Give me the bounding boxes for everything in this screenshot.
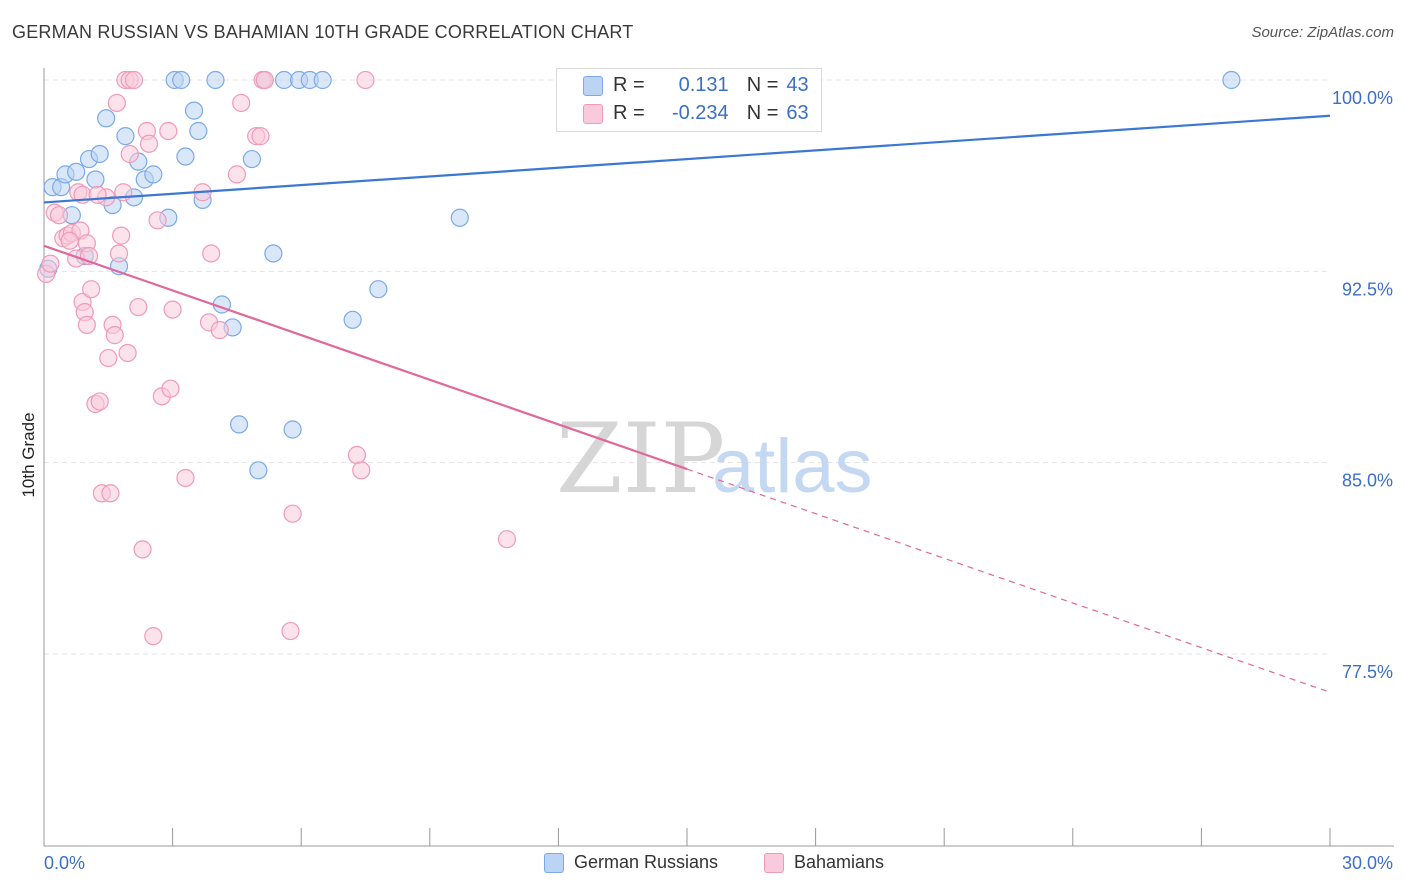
data-point-german-russian	[206, 70, 225, 90]
legend-label: German Russians	[574, 852, 719, 872]
data-point-german-russian	[184, 101, 204, 120]
watermark-zip: ZIP	[556, 403, 725, 515]
data-point-german-russian	[264, 244, 283, 263]
data-point-german-russian	[242, 149, 262, 169]
data-point-german-russian	[144, 165, 163, 184]
r-label: R =	[613, 102, 645, 124]
data-point-bahamian	[105, 326, 124, 345]
data-point-bahamian	[163, 300, 182, 319]
data-point-german-russian	[313, 70, 332, 90]
data-point-bahamian	[41, 254, 60, 273]
legend-swatch-pink	[583, 103, 603, 124]
data-point-bahamian	[88, 185, 107, 204]
legend-item-bahamians: Bahamians	[764, 852, 884, 873]
axis-labels: 100.0% 92.5% 85.0% 77.5% 0.0% 30.0% 10th Grade	[19, 88, 1393, 873]
data-point-bahamian	[251, 127, 270, 146]
legend-label: Bahamians	[794, 852, 885, 872]
y-tick-label: 92.5%	[1342, 279, 1393, 299]
x-tick-label: 0.0%	[44, 853, 85, 873]
data-point-bahamian	[60, 231, 79, 250]
data-point-german-russian	[369, 280, 388, 299]
data-point-german-russian	[450, 208, 469, 227]
data-point-bahamian	[176, 468, 195, 488]
data-point-bahamian	[347, 445, 367, 465]
trend-lines	[43, 114, 1331, 693]
data-point-german-russian	[189, 121, 208, 141]
chart-title: GERMAN RUSSIAN VS BAHAMIAN 10TH GRADE CO…	[12, 22, 634, 42]
data-point-bahamian	[107, 93, 126, 113]
n-value: 43	[786, 74, 809, 96]
trend-line-solid	[43, 114, 1331, 204]
r-value: 0.131	[678, 74, 729, 96]
trend-line-dashed	[686, 468, 1331, 693]
y-tick-label: 85.0%	[1342, 471, 1393, 491]
data-point-bahamian	[352, 461, 371, 480]
data-point-german-russian	[67, 162, 86, 181]
data-point-bahamian	[120, 144, 139, 164]
data-point-bahamian	[109, 244, 129, 263]
data-point-bahamian	[82, 280, 101, 299]
data-point-bahamian	[210, 320, 229, 340]
data-point-bahamian	[124, 70, 144, 90]
data-point-german-russian	[97, 109, 116, 128]
legend-item-german-russians: German Russians	[544, 852, 718, 873]
n-value: 63	[786, 102, 809, 124]
data-point-german-russian	[343, 310, 362, 329]
stats-legend: R = 0.131 N = 43 R = -0.234 N = 63	[556, 68, 822, 132]
data-point-bahamian	[77, 315, 96, 335]
data-point-bahamian	[144, 627, 163, 646]
legend-row-german-russians: R = 0.131 N = 43	[583, 74, 809, 97]
legend-swatch-blue	[544, 852, 564, 873]
y-axis-label: 10th Grade	[19, 412, 38, 497]
source-label: Source: ZipAtlas.com	[1251, 24, 1394, 41]
data-point-bahamian	[99, 348, 118, 368]
r-value: -0.234	[671, 102, 729, 124]
data-point-bahamian	[227, 165, 246, 184]
data-point-german-russian	[176, 147, 195, 166]
data-point-german-russian	[172, 70, 191, 90]
data-point-bahamian	[90, 392, 109, 411]
data-point-german-russian	[229, 415, 249, 434]
data-point-german-russian	[116, 127, 135, 146]
y-tick-label: 100.0%	[1332, 88, 1393, 108]
data-point-bahamian	[356, 70, 375, 90]
data-point-bahamian	[133, 540, 152, 559]
data-point-german-russian	[90, 144, 109, 164]
data-point-bahamian	[232, 93, 251, 113]
data-point-bahamian	[101, 484, 120, 503]
watermark-atlas: atlas	[712, 424, 873, 509]
y-tick-label: 77.5%	[1342, 662, 1393, 682]
data-point-bahamian	[148, 211, 167, 230]
data-point-bahamian	[49, 206, 69, 225]
r-label: R =	[613, 74, 645, 96]
data-point-bahamian	[281, 621, 300, 641]
data-point-bahamian	[283, 504, 302, 523]
data-point-bahamian	[139, 134, 159, 153]
data-point-bahamian	[255, 70, 274, 90]
data-point-german-russian	[249, 461, 268, 480]
axes	[43, 68, 1394, 847]
n-label: N =	[746, 102, 779, 124]
trend-line-solid	[43, 244, 688, 471]
series-bahamians	[37, 70, 517, 646]
data-point-bahamian	[161, 379, 180, 398]
legend-swatch-pink	[764, 852, 784, 873]
data-point-bahamian	[202, 244, 221, 263]
data-point-german-russian	[1222, 70, 1241, 90]
data-point-german-russian	[283, 420, 302, 439]
data-point-bahamian	[497, 530, 517, 549]
data-point-bahamian	[129, 297, 148, 317]
legend-row-bahamians: R = -0.234 N = 63	[583, 102, 809, 125]
x-tick-label: 30.0%	[1342, 853, 1393, 873]
data-point-bahamian	[112, 226, 131, 245]
data-point-bahamian	[159, 121, 178, 141]
data-point-german-russian	[86, 170, 105, 189]
legend-swatch-blue	[583, 75, 603, 96]
n-label: N =	[746, 74, 779, 96]
data-point-bahamian	[118, 343, 137, 363]
